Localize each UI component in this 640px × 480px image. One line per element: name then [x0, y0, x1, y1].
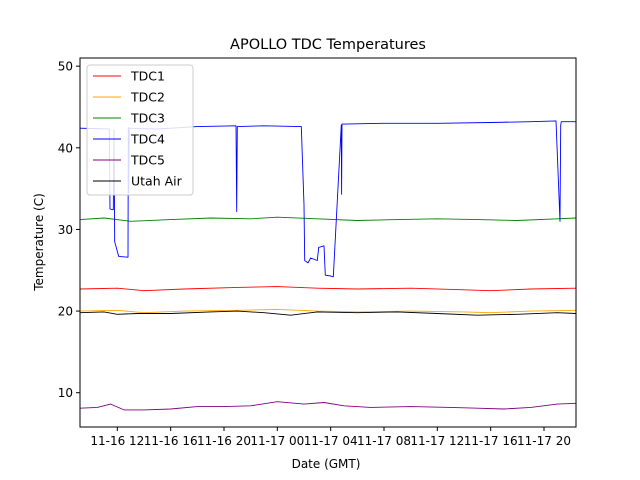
x-tick-label: 11-17 16 — [464, 434, 518, 448]
legend-items: TDC1 TDC2 TDC3 TDC4 TDC5 Utah Air — [93, 69, 183, 189]
legend-label-tdc1: TDC1 — [130, 69, 165, 84]
y-tick-label: 10 — [58, 386, 73, 400]
x-tick-label: 11-16 12 — [90, 434, 144, 448]
y-axis: 10 20 30 40 50 — [58, 60, 80, 400]
x-axis-label: Date (GMT) — [292, 457, 361, 471]
y-tick-label: 30 — [58, 223, 73, 237]
series-line-tdc4 — [79, 120, 576, 278]
x-tick-label: 11-17 04 — [304, 434, 358, 448]
series-layer — [79, 120, 577, 411]
x-tick-label: 11-17 00 — [250, 434, 304, 448]
series-line-tdc2 — [79, 308, 577, 314]
legend: TDC1 TDC2 TDC3 TDC4 TDC5 Utah Air — [86, 64, 194, 196]
plot-frame — [79, 57, 577, 428]
legend-label-tdc2: TDC2 — [130, 90, 165, 105]
legend-label-tdc4: TDC4 — [130, 132, 165, 147]
y-tick-label: 40 — [58, 141, 73, 155]
legend-label-tdc5: TDC5 — [130, 153, 165, 168]
y-axis-label: Temperature (C) — [32, 193, 46, 292]
x-tick-label: 11-17 08 — [357, 434, 411, 448]
y-tick-label: 50 — [58, 60, 73, 74]
x-tick-label: 11-17 12 — [410, 434, 464, 448]
legend-label-tdc3: TDC3 — [130, 111, 165, 126]
x-axis: 11-16 12 11-16 16 11-16 20 11-17 00 11-17 04… — [90, 427, 571, 448]
chart-title: APOLLO TDC Temperatures — [230, 37, 426, 53]
series-line-tdc5 — [79, 401, 577, 411]
x-tick-label: 11-16 20 — [197, 434, 251, 448]
x-tick-label: 11-17 20 — [517, 434, 571, 448]
series-line-tdc3 — [79, 216, 577, 222]
y-tick-label: 20 — [58, 305, 73, 319]
series-line-utah-air — [79, 310, 577, 316]
series-line-tdc1 — [79, 286, 577, 292]
legend-label-utah-air: Utah Air — [131, 174, 183, 189]
x-tick-label: 11-16 16 — [144, 434, 198, 448]
